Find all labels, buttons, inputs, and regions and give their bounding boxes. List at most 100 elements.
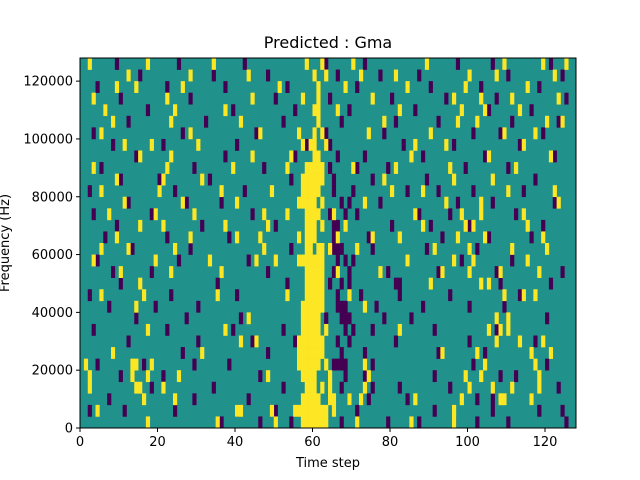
heatmap-cell-high — [304, 266, 309, 278]
heatmap-cell-low — [560, 404, 565, 417]
heatmap-cell-high — [304, 231, 309, 244]
y-tick-label: 80000 — [32, 190, 73, 205]
heatmap-cell-low — [498, 127, 503, 140]
y-tick-label: 0 — [65, 422, 73, 437]
heatmap-cell-high — [444, 138, 449, 151]
heatmap-cell-low — [184, 312, 189, 325]
heatmap-cell-high — [308, 162, 313, 174]
heatmap-cell-high — [235, 231, 240, 244]
heatmap-cell-low — [331, 219, 337, 232]
heatmap-cell-low — [273, 404, 278, 417]
x-tick-label: 20 — [149, 435, 166, 450]
heatmap-cell-high — [393, 162, 399, 174]
heatmap-cell-high — [479, 196, 484, 209]
heatmap-cell-low — [347, 335, 352, 348]
heatmap-cell-low — [432, 370, 437, 383]
heatmap-cell-high — [316, 393, 321, 406]
heatmap-cell-high — [312, 323, 317, 336]
heatmap-cell-low — [347, 312, 352, 325]
heatmap-cell-low — [343, 300, 348, 313]
heatmap-cell-high — [312, 208, 317, 221]
heatmap-cell-low — [149, 266, 154, 278]
heatmap-cell-high — [95, 404, 100, 417]
heatmap-cell-low — [145, 104, 151, 117]
heatmap-cell-high — [467, 266, 472, 278]
heatmap-cell-low — [510, 254, 515, 267]
heatmap-cell-low — [351, 323, 356, 336]
heatmap-cell-low — [165, 323, 170, 336]
heatmap-cell-low — [533, 173, 538, 186]
heatmap-cell-high — [316, 243, 321, 255]
heatmap-cell-high — [316, 277, 321, 290]
heatmap-cell-low — [541, 219, 546, 232]
heatmap-cell-high — [308, 266, 313, 278]
heatmap-cell-high — [486, 277, 492, 290]
heatmap-cell-low — [192, 358, 197, 371]
heatmap-cell-low — [87, 289, 92, 302]
heatmap-cell-high — [316, 289, 321, 302]
heatmap-cell-low — [231, 323, 236, 336]
heatmap-cell-low — [486, 231, 492, 244]
heatmap-cell-high — [297, 358, 302, 371]
heatmap-cell-low — [494, 92, 499, 105]
heatmap-cell-high — [91, 254, 96, 267]
heatmap-cell-low — [556, 115, 561, 128]
heatmap-cell-high — [320, 300, 325, 313]
heatmap-cell-high — [157, 185, 162, 198]
heatmap-cell-low — [424, 243, 430, 255]
heatmap-cell-high — [548, 150, 554, 163]
heatmap-cell-high — [308, 289, 313, 302]
heatmap-cell-high — [300, 358, 306, 371]
heatmap-cell-high — [308, 404, 313, 417]
heatmap-cell-high — [463, 370, 468, 383]
heatmap-cell-low — [343, 312, 348, 325]
heatmap-cell-high — [316, 266, 321, 278]
heatmap-cell-low — [421, 150, 426, 163]
heatmap-cell-low — [343, 358, 348, 371]
heatmap-cell-high — [312, 335, 317, 348]
heatmap-cell-high — [362, 381, 368, 394]
heatmap-cell-high — [312, 289, 317, 302]
heatmap-cell-high — [432, 243, 437, 255]
heatmap-cell-low — [111, 138, 116, 151]
heatmap-cell-low — [281, 381, 286, 394]
heatmap-cell-low — [126, 115, 131, 128]
heatmap-cell-high — [494, 335, 499, 348]
heatmap-cell-high — [122, 196, 127, 209]
heatmap-cell-high — [304, 300, 309, 313]
heatmap-cell-high — [552, 185, 557, 198]
heatmap-cell-low — [413, 104, 418, 117]
heatmap-cell-high — [525, 81, 530, 93]
heatmap-cell-low — [331, 185, 337, 198]
heatmap-cell-high — [517, 335, 523, 348]
chart-title: Predicted : Gma — [264, 33, 392, 52]
heatmap-cell-high — [289, 150, 294, 163]
heatmap-cell-low — [211, 381, 216, 394]
heatmap-cell-high — [304, 347, 309, 359]
heatmap-cell-high — [409, 416, 414, 429]
heatmap-cell-high — [215, 289, 220, 302]
heatmap-cell-high — [87, 58, 92, 70]
heatmap-cell-low — [421, 300, 426, 313]
heatmap-cell-high — [238, 115, 244, 128]
heatmap-cell-low — [215, 277, 220, 290]
heatmap-cell-high — [390, 185, 395, 198]
heatmap-cell-high — [300, 312, 306, 325]
heatmap-cell-low — [331, 231, 337, 244]
heatmap-cell-low — [331, 173, 337, 186]
heatmap-cell-low — [471, 185, 476, 198]
heatmap-cell-low — [545, 312, 550, 325]
heatmap-cell-high — [440, 266, 445, 278]
heatmap-cell-low — [173, 185, 178, 198]
heatmap-cell-low — [514, 208, 519, 221]
heatmap-cell-high — [300, 393, 306, 406]
heatmap-cell-high — [444, 196, 449, 209]
heatmap-cell-low — [397, 381, 402, 394]
heatmap-cell-high — [262, 208, 267, 221]
heatmap-cell-high — [235, 404, 240, 417]
heatmap-cell-low — [506, 69, 511, 82]
heatmap-cell-low — [227, 231, 232, 244]
heatmap-cell-low — [351, 185, 356, 198]
heatmap-cell-low — [362, 150, 368, 163]
